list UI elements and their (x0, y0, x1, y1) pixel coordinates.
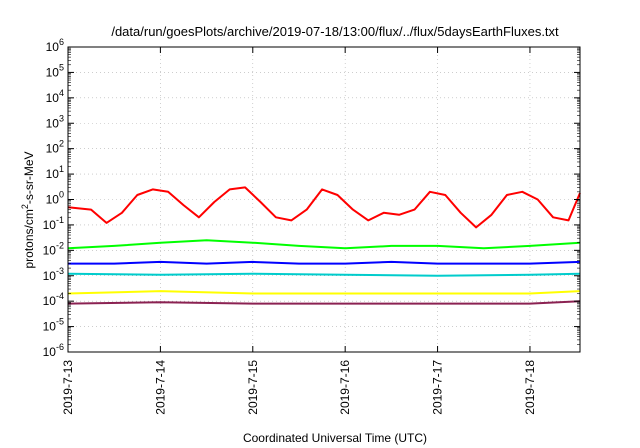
y-tick-label: 102 (46, 139, 64, 156)
series-line-2 (67, 239, 581, 250)
y-tick-label: 105 (46, 62, 64, 79)
y-tick-label: 103 (46, 113, 64, 130)
y-tick-label: 10-6 (43, 342, 64, 359)
y-axis-label: protons/cm2-s-sr-MeV (20, 151, 36, 268)
y-tick-label: 10-4 (43, 291, 64, 308)
y-tick-label: 101 (46, 164, 64, 181)
y-tick-label: 104 (46, 88, 64, 105)
grid-lines (68, 47, 580, 352)
tick-layer: 10-6 10-5 10-4 10-3 10-2 10-1 100 101 102 103 104 1… (43, 37, 580, 415)
series-layer (67, 186, 581, 305)
series-line-6 (67, 300, 581, 305)
y-tick-label: 10-5 (43, 317, 64, 334)
x-tick-label: 2019-7-14 (153, 360, 167, 415)
chart-title: /data/run/goesPlots/archive/2019-07-18/1… (111, 24, 559, 39)
series-line-1 (67, 186, 581, 229)
y-tick-label: 10-2 (43, 240, 64, 257)
x-axis-label: Coordinated Universal Time (UTC) (243, 431, 427, 445)
y-axis-label-group: protons/cm2-s-sr-MeV (20, 151, 36, 268)
x-tick-label: 2019-7-18 (523, 360, 537, 415)
series-line-5 (67, 290, 581, 295)
y-tick-label: 106 (46, 37, 64, 54)
x-tick-label: 2019-7-16 (338, 360, 352, 415)
series-line-4 (68, 260, 581, 265)
x-tick-label: 2019-7-17 (431, 360, 445, 415)
series-line-3 (67, 272, 581, 277)
x-tick-label: 2019-7-15 (246, 360, 260, 415)
y-tick-label: 10-1 (43, 215, 64, 232)
y-tick-label: 10-3 (43, 266, 64, 283)
y-tick-label: 100 (46, 190, 64, 207)
x-tick-label: 2019-7-13 (61, 360, 75, 415)
